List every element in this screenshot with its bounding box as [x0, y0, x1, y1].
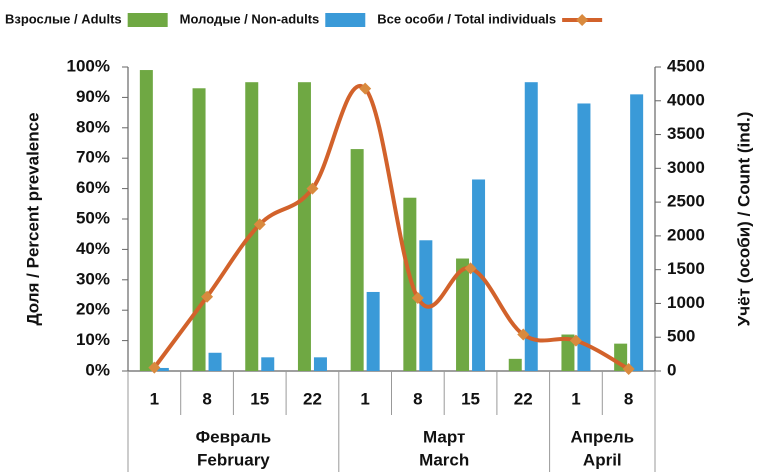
bar	[192, 88, 206, 371]
bar	[456, 258, 470, 371]
line-marker	[464, 262, 477, 275]
y-tick-label: 70%	[76, 148, 110, 167]
bar	[508, 358, 522, 371]
y2-tick-label: 0	[667, 360, 676, 379]
bar	[155, 367, 169, 371]
y-tick-label: 60%	[76, 178, 110, 197]
bar	[561, 334, 575, 371]
legend-label: Все особи / Total individuals	[377, 11, 556, 26]
group-label: Апрель	[570, 427, 634, 446]
y-tick-label: 40%	[76, 239, 110, 258]
bar	[139, 70, 153, 371]
y-axis-label: Доля / Percent prevalence	[23, 112, 42, 325]
x-tick-label: 15	[250, 389, 269, 408]
y2-axis-label: Учёт (особи) / Count (ind.)	[734, 112, 753, 327]
line-marker	[359, 82, 372, 95]
x-tick-label: 1	[150, 389, 159, 408]
line-marker	[148, 361, 161, 374]
y2-tick-label: 4500	[667, 56, 705, 75]
line-marker	[253, 218, 266, 231]
line-marker	[517, 328, 530, 341]
group-label: February	[197, 450, 270, 469]
legend-swatch	[576, 14, 589, 26]
group-label: March	[419, 450, 469, 469]
y-tick-label: 80%	[76, 117, 110, 136]
x-tick-label: 8	[202, 389, 211, 408]
y-tick-label: 20%	[76, 300, 110, 319]
y-tick-label: 30%	[76, 269, 110, 288]
legend-swatch	[325, 13, 366, 27]
bar	[313, 357, 327, 371]
y2-tick-label: 1500	[667, 259, 705, 278]
x-tick-label: 1	[571, 389, 580, 408]
group-label: April	[583, 450, 622, 469]
y2-tick-label: 500	[667, 327, 695, 346]
bar	[403, 197, 417, 371]
line	[152, 84, 630, 371]
bar	[366, 291, 380, 371]
y-tick-label: 90%	[76, 87, 110, 106]
legend-label: Молодые / Non-adults	[180, 11, 320, 26]
y2-tick-label: 3500	[667, 124, 705, 143]
bar	[350, 149, 364, 371]
bar	[261, 357, 275, 371]
bar	[245, 82, 259, 371]
y-tick-label: 10%	[76, 330, 110, 349]
group-label: Март	[423, 427, 465, 446]
y-tick-label: 0%	[85, 360, 110, 379]
x-tick-label: 1	[360, 389, 369, 408]
y2-tick-label: 2500	[667, 192, 705, 211]
y2-tick-label: 4000	[667, 90, 705, 109]
x-tick-label: 8	[413, 389, 422, 408]
bar	[577, 103, 591, 371]
x-tick-label: 22	[303, 389, 322, 408]
legend-label: Взрослые / Adults	[5, 11, 122, 26]
bar	[208, 352, 222, 371]
line-marker	[201, 290, 214, 303]
x-tick-label: 15	[461, 389, 480, 408]
y-tick-label: 100%	[67, 56, 110, 75]
bar	[297, 82, 311, 371]
line-marker	[622, 362, 635, 375]
y2-tick-label: 1000	[667, 293, 705, 312]
bar	[630, 94, 644, 372]
y2-tick-label: 3000	[667, 158, 705, 177]
line-marker	[569, 334, 582, 347]
x-tick-label: 22	[514, 389, 533, 408]
line-marker	[411, 292, 424, 305]
group-label: Февраль	[196, 427, 272, 446]
x-tick-label: 8	[624, 389, 633, 408]
line-marker	[306, 182, 319, 195]
legend-swatch	[127, 13, 168, 27]
y2-tick-label: 2000	[667, 225, 705, 244]
y-tick-label: 50%	[76, 208, 110, 227]
bar	[524, 82, 538, 371]
